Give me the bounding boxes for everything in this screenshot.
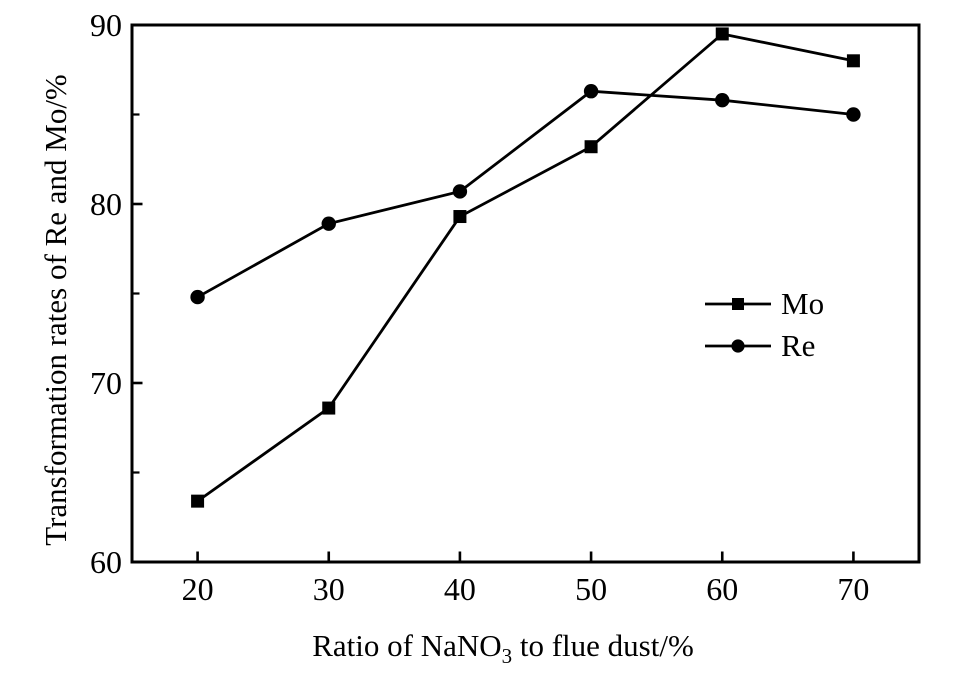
x-tick-label: 40 — [444, 571, 476, 607]
re-circle-marker-icon — [705, 339, 771, 353]
x-axis-title-text: Ratio of NaNO — [312, 628, 502, 663]
x-tick-label: 30 — [313, 571, 345, 607]
x-tick-label: 60 — [706, 571, 738, 607]
data-point-marker-re — [190, 289, 205, 305]
data-point-marker-mo — [715, 27, 729, 41]
data-point-marker-mo — [846, 54, 860, 68]
data-point-marker-re — [452, 184, 468, 199]
y-tick-label: 80 — [90, 186, 122, 222]
legend-label-mo: Mo — [781, 286, 825, 321]
legend-item-re: Re — [705, 325, 824, 367]
data-point-marker-re — [715, 92, 730, 108]
legend-label-re: Re — [781, 328, 816, 363]
data-point-marker-mo — [322, 401, 336, 415]
x-axis-title: Ratio of NaNO3 to flue dust/% — [40, 628, 966, 667]
data-point-marker-mo — [191, 494, 205, 508]
legend: Mo Re — [705, 283, 824, 367]
y-tick-label: 70 — [90, 365, 122, 401]
series-line-mo — [196, 32, 854, 503]
y-axis-title: Transformation rates of Re and Mo/% — [38, 74, 73, 546]
x-axis-title-subscript: 3 — [501, 644, 513, 668]
data-point-marker-re — [583, 84, 599, 99]
x-tick-label: 70 — [837, 571, 869, 607]
plot-frame — [130, 23, 921, 564]
legend-item-mo: Mo — [705, 283, 824, 325]
data-point-marker-re — [846, 107, 861, 122]
data-point-marker-mo — [453, 210, 467, 224]
mo-square-marker-icon — [705, 298, 771, 310]
x-tick-label: 20 — [182, 571, 214, 607]
y-tick-label: 90 — [90, 7, 122, 43]
data-point-marker-re — [321, 216, 336, 231]
x-tick-label: 50 — [575, 571, 607, 607]
series-line-re — [196, 89, 854, 299]
x-axis-title-suffix: to flue dust/% — [512, 628, 694, 663]
y-tick-label: 60 — [90, 544, 122, 580]
data-point-marker-mo — [584, 140, 598, 154]
